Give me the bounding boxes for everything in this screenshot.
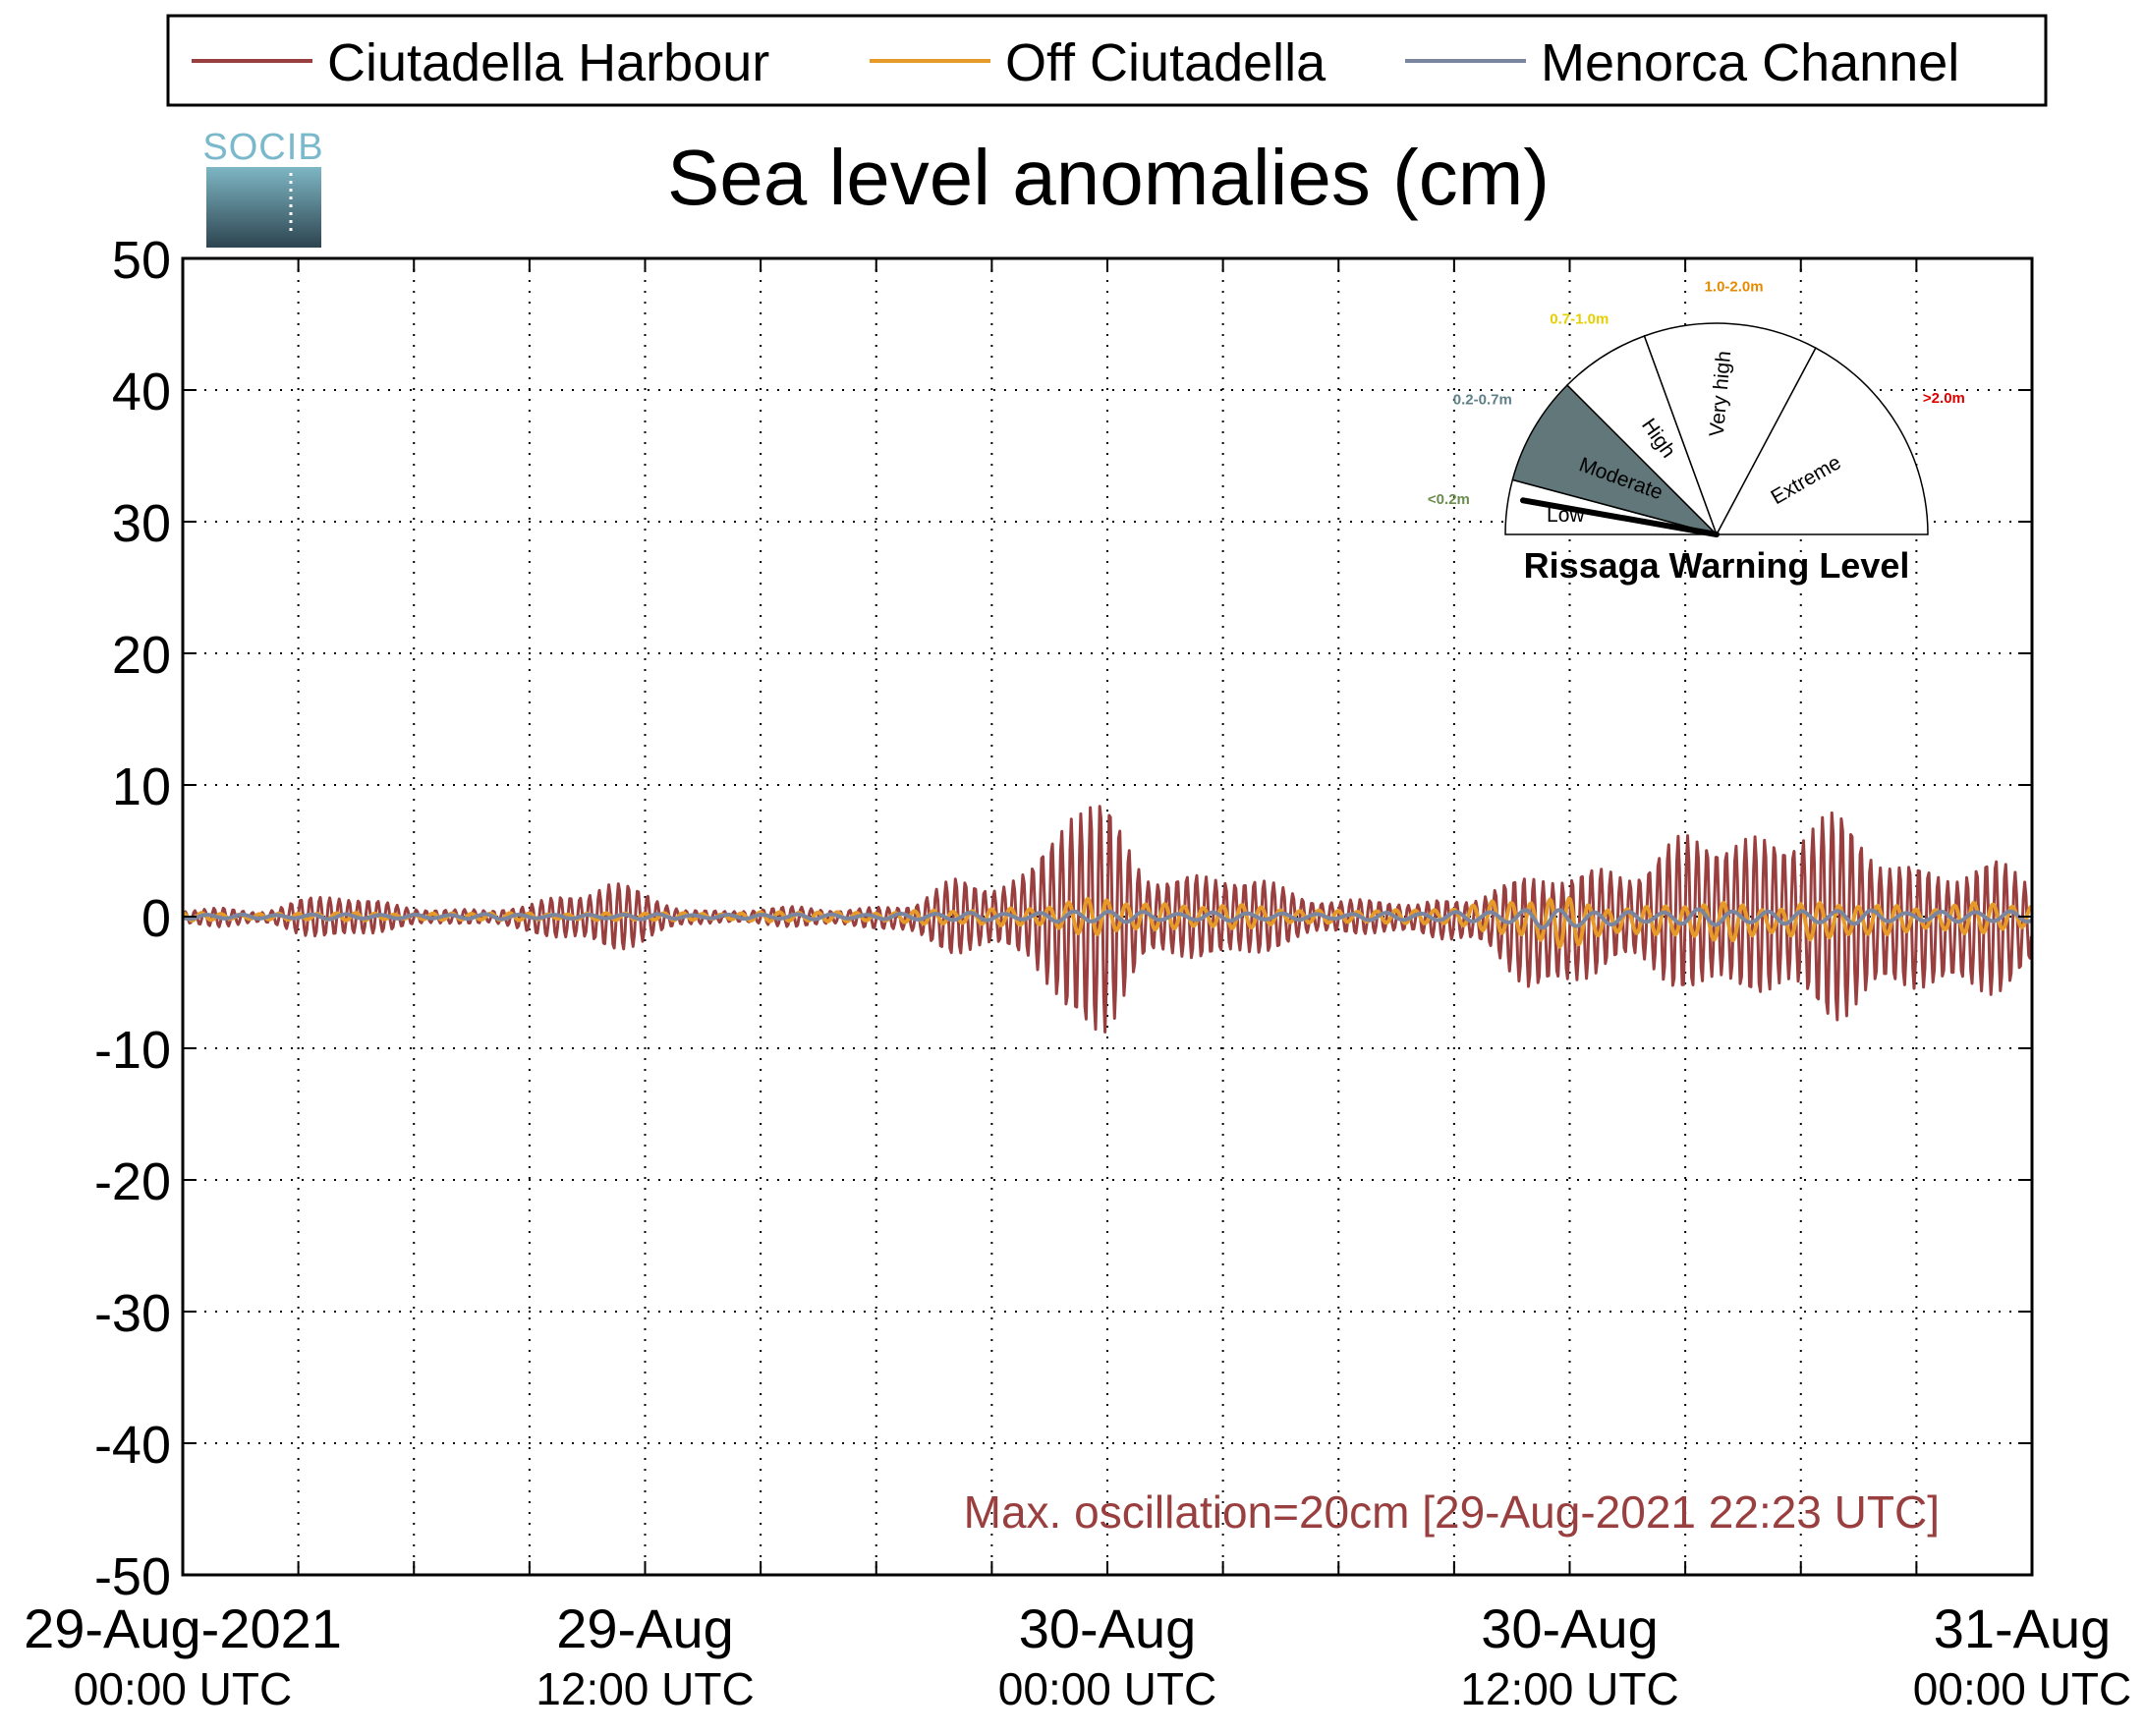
x-tick-label-date: 30-Aug xyxy=(1481,1597,1659,1659)
y-tick-label: 50 xyxy=(112,231,171,290)
y-tick-label: -40 xyxy=(94,1416,171,1475)
y-tick-label: -30 xyxy=(94,1284,171,1343)
x-tick-label-time: 00:00 UTC xyxy=(998,1663,1216,1714)
y-tick-label: -20 xyxy=(94,1152,171,1211)
max-oscillation-annotation: Max. oscillation=20cm [29-Aug-2021 22:23… xyxy=(964,1486,1940,1538)
y-tick-label: -50 xyxy=(94,1547,171,1606)
logo-text: SOCIB xyxy=(202,127,323,168)
gauge-segment-moderate xyxy=(1511,383,1720,536)
x-tick-label-time: 12:00 UTC xyxy=(1460,1663,1678,1714)
legend: Ciutadella Harbour Off Ciutadella Menorc… xyxy=(166,14,2048,107)
series-line-menorca-channel xyxy=(182,907,2033,930)
x-tick-label-time: 12:00 UTC xyxy=(536,1663,754,1714)
axis-ticks: 50403020100-10-20-30-40-5029-Aug-202100:… xyxy=(24,231,2131,1714)
x-tick-label-time: 00:00 UTC xyxy=(1913,1663,2131,1714)
gauge-range-extreme: >2.0m xyxy=(1923,390,1965,407)
gauge-label-low: Low xyxy=(1547,504,1585,527)
socib-logo: SOCIB xyxy=(202,127,323,248)
series-layer xyxy=(181,805,2033,1034)
x-tick-label-date: 31-Aug xyxy=(1934,1597,2112,1659)
y-tick-label: 20 xyxy=(112,626,171,685)
legend-label-off-ciutadella: Off Ciutadella xyxy=(1005,33,1327,92)
x-tick-label-date: 29-Aug-2021 xyxy=(24,1597,342,1659)
gauge-segment-very-high xyxy=(1643,322,1817,536)
y-tick-label: 10 xyxy=(112,757,171,816)
logo-mark xyxy=(206,167,321,248)
chart-title: Sea level anomalies (cm) xyxy=(667,134,1550,221)
x-tick-label-date: 29-Aug xyxy=(556,1597,734,1659)
legend-frame xyxy=(166,14,2048,107)
gauge-range-high: 0.7-1.0m xyxy=(1550,311,1609,328)
y-tick-label: 40 xyxy=(112,363,171,421)
x-tick-label-time: 00:00 UTC xyxy=(74,1663,292,1714)
gauge-segment-extreme xyxy=(1715,347,1929,535)
rissaga-gauge: Low Moderate High Very high Extreme <0.2… xyxy=(1428,279,1965,586)
gauge-range-very-high: 1.0-2.0m xyxy=(1705,279,1764,296)
gauge-title: Rissaga Warning Level xyxy=(1524,545,1910,586)
x-tick-label-date: 30-Aug xyxy=(1019,1597,1197,1659)
y-tick-label: 0 xyxy=(141,889,171,948)
legend-label-menorca-channel: Menorca Channel xyxy=(1541,33,1959,92)
gauge-needle xyxy=(1520,497,1720,537)
gauge-range-moderate: 0.2-0.7m xyxy=(1453,392,1512,409)
gauge-range-low: <0.2m xyxy=(1428,491,1470,508)
y-tick-label: -10 xyxy=(94,1021,171,1080)
legend-label-ciutadella-harbour: Ciutadella Harbour xyxy=(327,33,769,92)
y-tick-label: 30 xyxy=(112,494,171,553)
